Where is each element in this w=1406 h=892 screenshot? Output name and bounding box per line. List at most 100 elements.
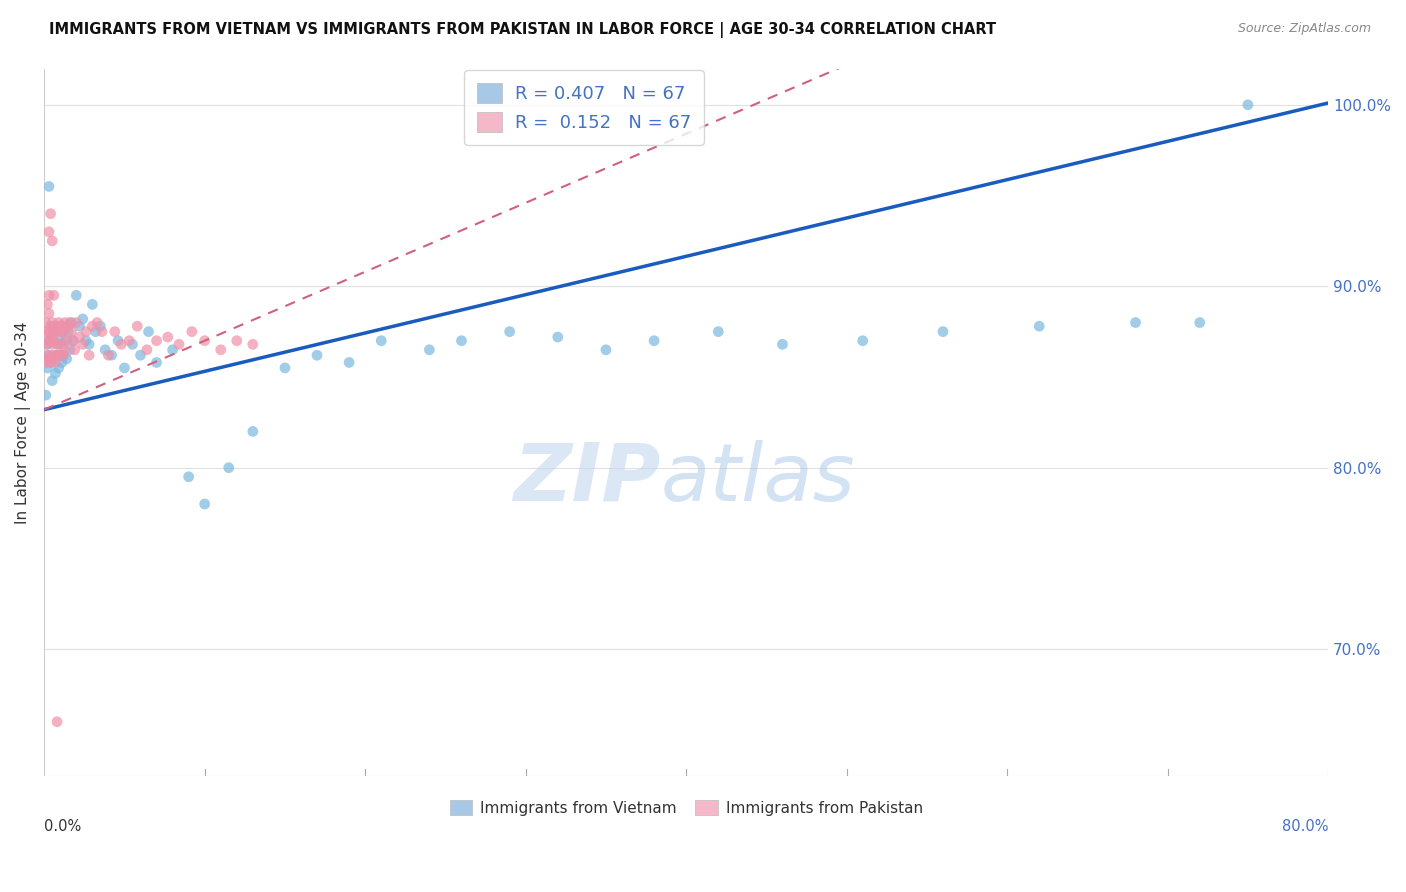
Point bbox=[498, 325, 520, 339]
Point bbox=[242, 425, 264, 439]
Point bbox=[194, 334, 217, 348]
Point bbox=[51, 319, 73, 334]
Point bbox=[77, 348, 100, 362]
Point bbox=[75, 325, 97, 339]
Legend: Immigrants from Vietnam, Immigrants from Pakistan: Immigrants from Vietnam, Immigrants from… bbox=[443, 793, 929, 822]
Point bbox=[91, 325, 114, 339]
Point bbox=[38, 348, 60, 362]
Point bbox=[53, 334, 76, 348]
Point bbox=[77, 337, 100, 351]
Point bbox=[38, 225, 60, 239]
Point bbox=[1237, 98, 1260, 112]
Point bbox=[46, 325, 69, 339]
Point bbox=[48, 360, 70, 375]
Point bbox=[180, 325, 202, 339]
Text: IMMIGRANTS FROM VIETNAM VS IMMIGRANTS FROM PAKISTAN IN LABOR FORCE | AGE 30-34 C: IMMIGRANTS FROM VIETNAM VS IMMIGRANTS FR… bbox=[49, 22, 997, 38]
Point bbox=[51, 325, 73, 339]
Point bbox=[37, 297, 59, 311]
Point bbox=[51, 337, 73, 351]
Point bbox=[110, 337, 132, 351]
Point bbox=[37, 360, 59, 375]
Point bbox=[48, 316, 70, 330]
Point bbox=[69, 319, 91, 334]
Point bbox=[225, 334, 247, 348]
Point bbox=[35, 388, 58, 402]
Point bbox=[209, 343, 232, 357]
Point bbox=[274, 360, 297, 375]
Point bbox=[55, 351, 77, 366]
Point bbox=[41, 330, 63, 344]
Point bbox=[38, 325, 60, 339]
Point bbox=[42, 334, 65, 348]
Point bbox=[127, 319, 149, 334]
Point bbox=[35, 355, 58, 369]
Point bbox=[62, 334, 84, 348]
Point bbox=[52, 325, 75, 339]
Point bbox=[69, 330, 91, 344]
Point bbox=[41, 316, 63, 330]
Point bbox=[38, 351, 60, 366]
Point bbox=[86, 316, 108, 330]
Point bbox=[129, 348, 152, 362]
Point bbox=[41, 234, 63, 248]
Point bbox=[42, 319, 65, 334]
Y-axis label: In Labor Force | Age 30-34: In Labor Force | Age 30-34 bbox=[15, 321, 31, 524]
Point bbox=[39, 355, 62, 369]
Point bbox=[337, 355, 360, 369]
Point bbox=[852, 334, 875, 348]
Point bbox=[156, 330, 179, 344]
Point bbox=[53, 316, 76, 330]
Point bbox=[37, 348, 59, 362]
Point bbox=[547, 330, 569, 344]
Point bbox=[72, 312, 94, 326]
Point bbox=[370, 334, 392, 348]
Point bbox=[62, 334, 84, 348]
Point bbox=[118, 334, 141, 348]
Point bbox=[38, 306, 60, 320]
Point bbox=[59, 316, 82, 330]
Point bbox=[145, 355, 167, 369]
Point bbox=[450, 334, 472, 348]
Point bbox=[177, 470, 200, 484]
Point bbox=[707, 325, 730, 339]
Point bbox=[89, 319, 111, 334]
Point bbox=[167, 337, 190, 351]
Text: atlas: atlas bbox=[661, 440, 855, 518]
Point bbox=[52, 348, 75, 362]
Point bbox=[772, 337, 794, 351]
Point bbox=[48, 319, 70, 334]
Point bbox=[194, 497, 217, 511]
Point bbox=[41, 348, 63, 362]
Point bbox=[44, 325, 66, 339]
Point bbox=[104, 325, 127, 339]
Point bbox=[39, 355, 62, 369]
Point bbox=[44, 355, 66, 369]
Point bbox=[46, 337, 69, 351]
Point bbox=[135, 343, 157, 357]
Point bbox=[218, 460, 240, 475]
Point bbox=[38, 334, 60, 348]
Point bbox=[643, 334, 665, 348]
Point bbox=[97, 348, 120, 362]
Point bbox=[48, 337, 70, 351]
Point bbox=[162, 343, 184, 357]
Point bbox=[49, 348, 72, 362]
Text: Source: ZipAtlas.com: Source: ZipAtlas.com bbox=[1237, 22, 1371, 36]
Point bbox=[121, 337, 143, 351]
Point bbox=[595, 343, 617, 357]
Point bbox=[114, 360, 136, 375]
Point bbox=[65, 316, 87, 330]
Point bbox=[305, 348, 328, 362]
Point bbox=[49, 325, 72, 339]
Point bbox=[932, 325, 955, 339]
Point bbox=[51, 355, 73, 369]
Point bbox=[58, 325, 80, 339]
Point bbox=[58, 319, 80, 334]
Point bbox=[46, 348, 69, 362]
Point bbox=[41, 374, 63, 388]
Point bbox=[42, 351, 65, 366]
Point bbox=[60, 316, 83, 330]
Text: ZIP: ZIP bbox=[513, 440, 661, 518]
Point bbox=[44, 367, 66, 381]
Point bbox=[41, 337, 63, 351]
